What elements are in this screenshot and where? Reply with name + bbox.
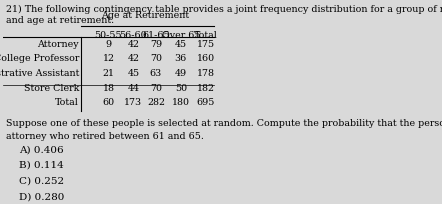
Text: 60: 60 <box>103 98 114 107</box>
Text: 42: 42 <box>127 54 139 63</box>
Text: 49: 49 <box>175 69 187 78</box>
Text: 61-65: 61-65 <box>142 31 170 40</box>
Text: College Professor: College Professor <box>0 54 79 63</box>
Text: Attorney: Attorney <box>38 40 79 49</box>
Text: 79: 79 <box>150 40 162 49</box>
Text: Age at Retirement: Age at Retirement <box>101 11 189 20</box>
Text: 63: 63 <box>150 69 162 78</box>
Text: 173: 173 <box>124 98 142 107</box>
Text: 160: 160 <box>197 54 215 63</box>
Text: attorney who retired between 61 and 65.: attorney who retired between 61 and 65. <box>6 132 203 141</box>
Text: 178: 178 <box>197 69 215 78</box>
Text: C) 0.252: C) 0.252 <box>19 176 64 185</box>
Text: Over 65: Over 65 <box>162 31 200 40</box>
Text: 9: 9 <box>105 40 111 49</box>
Text: 45: 45 <box>175 40 187 49</box>
Text: 175: 175 <box>197 40 215 49</box>
Text: 18: 18 <box>103 84 114 93</box>
Text: Administrative Assistant: Administrative Assistant <box>0 69 79 78</box>
Text: Total: Total <box>55 98 79 107</box>
Text: 45: 45 <box>127 69 139 78</box>
Text: Store Clerk: Store Clerk <box>24 84 79 93</box>
Text: 21: 21 <box>103 69 114 78</box>
Text: 44: 44 <box>127 84 139 93</box>
Text: 42: 42 <box>127 40 139 49</box>
Text: 282: 282 <box>147 98 165 107</box>
Text: 50: 50 <box>175 84 187 93</box>
Text: 56-60: 56-60 <box>119 31 147 40</box>
Text: 180: 180 <box>172 98 190 107</box>
Text: 36: 36 <box>175 54 187 63</box>
Text: 695: 695 <box>197 98 215 107</box>
Text: 70: 70 <box>150 54 162 63</box>
Text: A) 0.406: A) 0.406 <box>19 145 64 154</box>
Text: Total: Total <box>194 31 217 40</box>
Text: and age at retirement.: and age at retirement. <box>6 16 114 25</box>
Text: 182: 182 <box>197 84 215 93</box>
Text: 21) The following contingency table provides a joint frequency distribution for : 21) The following contingency table prov… <box>6 5 442 14</box>
Text: B) 0.114: B) 0.114 <box>19 161 64 170</box>
Text: Suppose one of these people is selected at random. Compute the probability that : Suppose one of these people is selected … <box>6 119 442 128</box>
Text: 50-55: 50-55 <box>95 31 122 40</box>
Text: 70: 70 <box>150 84 162 93</box>
Text: D) 0.280: D) 0.280 <box>19 192 65 201</box>
Text: 12: 12 <box>103 54 114 63</box>
